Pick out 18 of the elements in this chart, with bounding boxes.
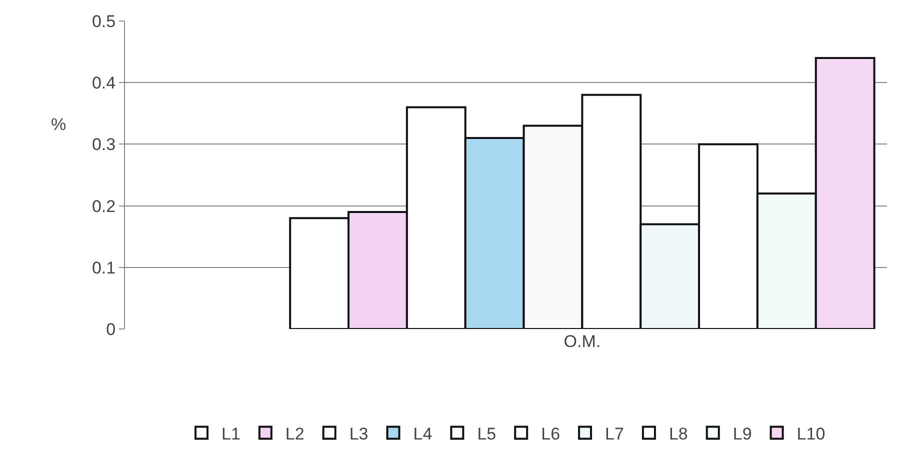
legend-label: L1	[222, 424, 240, 444]
y-tick-label: 0.2	[92, 196, 116, 216]
legend-label: L7	[605, 424, 624, 444]
legend-label: L9	[732, 424, 752, 444]
legend-label: L4	[413, 424, 432, 444]
legend-label: L5	[477, 424, 496, 444]
legend-label: L3	[349, 424, 368, 444]
y-axis-title: %	[51, 115, 66, 134]
legend-label: L6	[541, 424, 560, 444]
x-tick-label: O.M.	[564, 332, 601, 351]
legend-label: L2	[285, 424, 304, 444]
y-tick-label: 0.5	[92, 12, 116, 31]
y-tick-label: 0.3	[92, 135, 116, 154]
y-tick-label: 0	[106, 320, 116, 339]
legend-label: L10	[796, 424, 826, 444]
legend-label: L8	[668, 424, 688, 444]
y-tick-label: 0.1	[92, 258, 116, 278]
y-tick-label: 0.4	[92, 74, 116, 93]
